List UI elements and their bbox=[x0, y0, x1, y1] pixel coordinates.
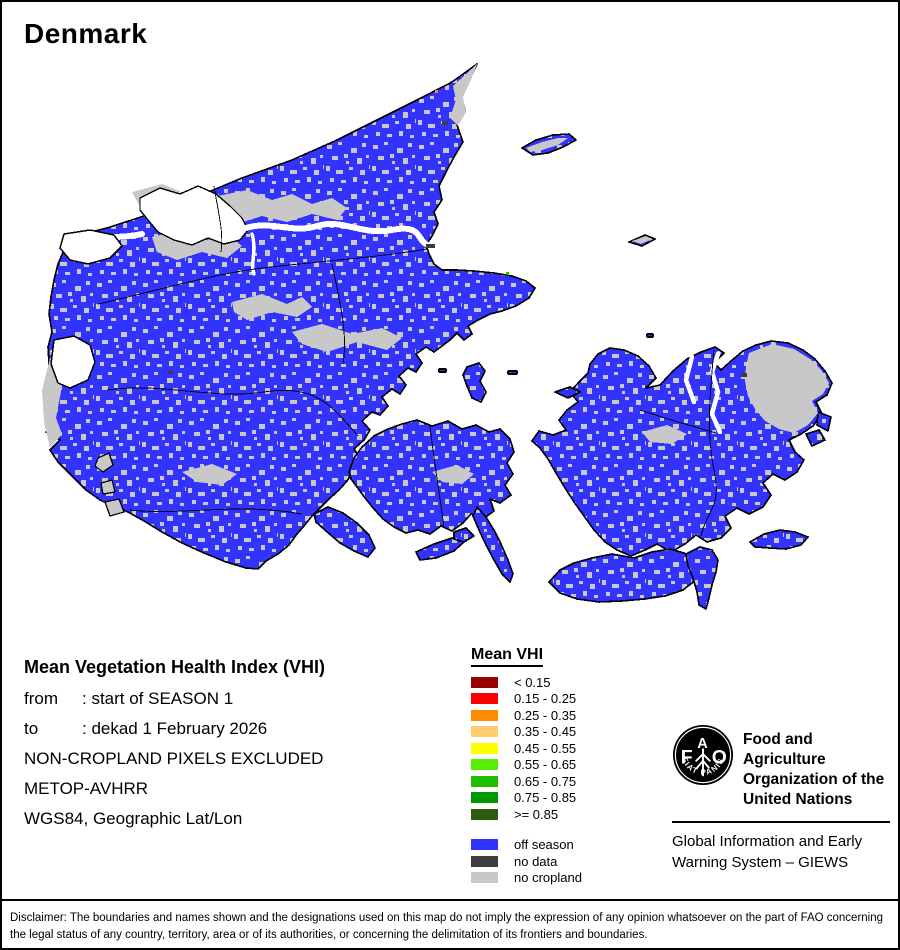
denmark-map bbox=[42, 63, 833, 610]
legend-item: 0.15 - 0.25 bbox=[471, 691, 582, 708]
legend-swatch bbox=[471, 872, 498, 884]
vhi-legend: Mean VHI < 0.15 0.15 - 0.25 0.25 - 0.35 0.3… bbox=[471, 646, 582, 886]
giews-label: Global Information and Early Warning Sys… bbox=[672, 831, 890, 873]
info-value: : dekad 1 February 2026 bbox=[82, 719, 268, 738]
info-line: WGS84, Geographic Lat/Lon bbox=[24, 809, 243, 828]
legend-swatch bbox=[471, 742, 498, 754]
wadden-islands bbox=[94, 452, 125, 517]
legend-swatch bbox=[471, 693, 498, 705]
island-langeland bbox=[472, 506, 514, 583]
svg-text:A: A bbox=[697, 736, 708, 752]
legend-swatch bbox=[471, 839, 498, 851]
legend-label: < 0.15 bbox=[514, 674, 551, 690]
ringkoebing-fjord bbox=[50, 335, 96, 389]
island-als bbox=[313, 506, 376, 558]
legend-swatch bbox=[471, 792, 498, 804]
legend-swatch bbox=[471, 775, 498, 787]
island-taasinge bbox=[453, 527, 475, 543]
vhi-pixel-green bbox=[506, 272, 509, 275]
legend-label: 0.55 - 0.65 bbox=[514, 757, 577, 773]
islet bbox=[507, 370, 518, 375]
admin-boundaries bbox=[97, 185, 717, 537]
legend-swatch bbox=[471, 759, 498, 771]
island-samsoe bbox=[462, 362, 487, 403]
jutland-peninsula bbox=[45, 63, 536, 570]
svg-text:F: F bbox=[681, 747, 693, 769]
info-heading: Mean Vegetation Health Index (VHI) bbox=[24, 657, 326, 677]
info-row-to: to : dekad 1 February 2026 bbox=[24, 714, 325, 744]
vhi-pixel-orange bbox=[435, 90, 438, 93]
island-moen bbox=[749, 529, 809, 550]
fao-org-line: Food and Agriculture bbox=[743, 731, 826, 768]
legend-swatch bbox=[471, 855, 498, 867]
legend-label: 0.45 - 0.55 bbox=[514, 740, 577, 756]
info-line: METOP-AVHRR bbox=[24, 779, 149, 798]
info-row-from: from : start of SEASON 1 bbox=[24, 684, 325, 714]
legend-title: Mean VHI bbox=[471, 646, 544, 667]
island-funen bbox=[348, 419, 515, 535]
legend-label: no data bbox=[514, 853, 558, 869]
info-line: NON-CROPLAND PIXELS EXCLUDED bbox=[24, 749, 324, 768]
legend-swatch bbox=[471, 676, 498, 688]
legend-item: < 0.15 bbox=[471, 674, 582, 691]
island-saltholm bbox=[816, 411, 832, 432]
no-data-pixels bbox=[168, 121, 747, 377]
fao-org-line: Organization of the bbox=[743, 771, 885, 788]
svg-text:O: O bbox=[712, 747, 727, 769]
west-coast-lagoons bbox=[50, 229, 123, 389]
legend-item: 0.35 - 0.45 bbox=[471, 724, 582, 741]
fao-divider bbox=[672, 821, 890, 823]
fao-logo-icon: F A O FIAT PANIS bbox=[672, 724, 734, 786]
island-aeroe bbox=[415, 537, 465, 561]
wheat-ear-icon bbox=[695, 748, 711, 777]
legend-item: no cropland bbox=[471, 870, 582, 887]
legend-item: no data bbox=[471, 853, 582, 870]
legend-swatch bbox=[471, 709, 498, 721]
legend-label: 0.15 - 0.25 bbox=[514, 691, 577, 707]
legend-item: 0.55 - 0.65 bbox=[471, 757, 582, 774]
legend-extra-list: off season no data no cropland bbox=[471, 837, 582, 887]
legend-item: 0.65 - 0.75 bbox=[471, 773, 582, 790]
legend-label: no cropland bbox=[514, 870, 582, 886]
island-falster bbox=[685, 546, 719, 610]
legend-item: 0.75 - 0.85 bbox=[471, 790, 582, 807]
islet bbox=[646, 333, 654, 338]
page-title: Denmark bbox=[24, 18, 148, 49]
island-amager bbox=[805, 429, 826, 447]
legend-swatch bbox=[471, 726, 498, 738]
island-lolland bbox=[548, 548, 703, 603]
legend-item: off season bbox=[471, 837, 582, 854]
info-label: from bbox=[24, 689, 58, 708]
legend-label: 0.75 - 0.85 bbox=[514, 790, 577, 806]
legend-label: >= 0.85 bbox=[514, 806, 559, 822]
legend-label: 0.65 - 0.75 bbox=[514, 773, 577, 789]
giews-line: Global Information and Early bbox=[672, 833, 863, 850]
info-label: to bbox=[24, 719, 39, 738]
legend-label: off season bbox=[514, 837, 574, 853]
legend-item: 0.45 - 0.55 bbox=[471, 740, 582, 757]
fao-block: F A O FIAT PANIS Food and Agriculture Or… bbox=[672, 724, 890, 873]
zealand-fjords bbox=[683, 351, 723, 435]
fao-org-line: United Nations bbox=[743, 791, 853, 808]
legend-label: 0.35 - 0.45 bbox=[514, 724, 577, 740]
fao-org-name: Food and Agriculture Organization of the… bbox=[743, 724, 890, 810]
legend-swatch bbox=[471, 808, 498, 820]
legend-class-list: < 0.15 0.15 - 0.25 0.25 - 0.35 0.35 - 0.45 0… bbox=[471, 674, 582, 823]
giews-line: Warning System – GIEWS bbox=[672, 854, 849, 871]
legend-item: 0.25 - 0.35 bbox=[471, 707, 582, 724]
map-info-block: Mean Vegetation Health Index (VHI) from … bbox=[24, 652, 325, 834]
islet bbox=[438, 368, 447, 373]
disclaimer-text: Disclaimer: The boundaries and names sho… bbox=[2, 899, 898, 948]
legend-item: >= 0.85 bbox=[471, 806, 582, 823]
island-sejeroe bbox=[554, 386, 581, 399]
legend-label: 0.25 - 0.35 bbox=[514, 707, 577, 723]
nissum-fjord bbox=[59, 229, 123, 265]
info-value: : start of SEASON 1 bbox=[82, 689, 234, 708]
